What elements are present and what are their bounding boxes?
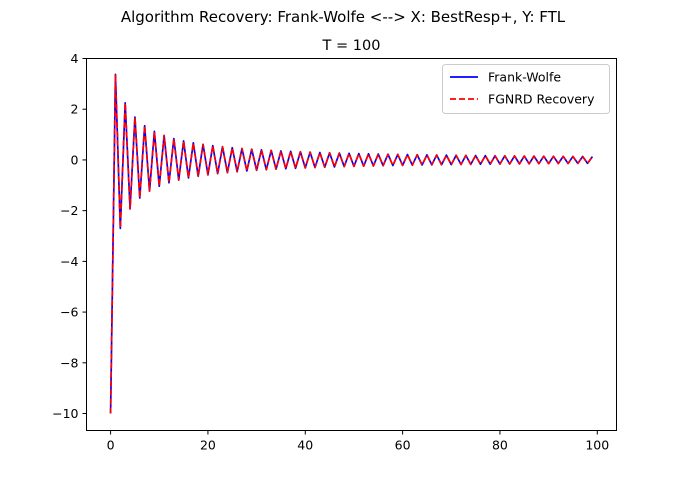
x-tick-label: 100 [585,438,609,453]
legend: Frank-Wolfe FGNRD Recovery [442,64,610,114]
legend-label-frank-wolfe: Frank-Wolfe [488,70,561,85]
x-tick-label: 80 [492,438,508,453]
figure-suptitle: Algorithm Recovery: Frank-Wolfe <--> X: … [121,8,566,26]
x-tick-label: 20 [200,438,216,453]
y-tick-label: −4 [60,254,78,269]
series-line-fgnrd-recovery [109,73,594,414]
y-tick-label: 2 [71,102,79,117]
x-tick-label: 0 [107,438,115,453]
legend-frame [442,64,610,114]
series-layer [109,73,594,414]
plot-area [86,58,617,431]
series-line-frank-wolfe [109,73,594,414]
y-tick-label: −8 [60,355,78,370]
x-tick-label: 60 [395,438,411,453]
y-axis: −10 −8 −6 −4 −2 0 2 4 [52,51,87,421]
y-tick-label: 0 [71,152,79,167]
x-tick-label: 40 [297,438,313,453]
y-tick-label: −2 [60,203,78,218]
y-tick-label: 4 [71,51,79,66]
y-tick-label: −6 [60,305,78,320]
axes-frame [86,58,617,431]
x-axis: 0 20 40 60 80 100 [107,430,609,453]
axes-title: T = 100 [322,38,381,54]
legend-label-fgnrd-recovery: FGNRD Recovery [488,92,595,107]
y-tick-label: −10 [52,406,78,421]
